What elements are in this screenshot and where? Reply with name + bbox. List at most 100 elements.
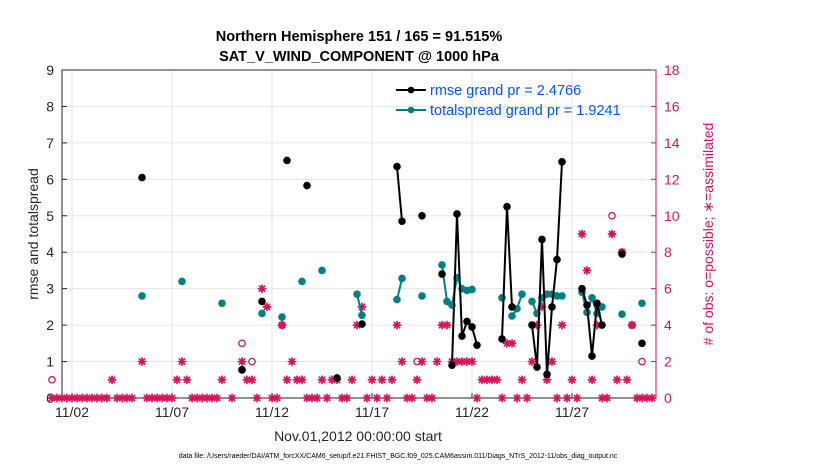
y-right-tick-label: 18: [664, 62, 680, 78]
rmse-point: [453, 210, 461, 218]
obs-assimilated-point: [322, 393, 332, 403]
obs-assimilated-point: [257, 284, 267, 294]
obs-assimilated-point: [262, 302, 272, 312]
totalspread-point: [588, 293, 596, 302]
rmse-point: [438, 270, 446, 278]
rmse-point: [258, 297, 266, 306]
obs-assimilated-point: [442, 320, 452, 330]
legend-rmse-label: rmse grand pr = 2.4766: [430, 83, 581, 99]
obs-assimilated-point: [267, 393, 277, 403]
obs-assimilated-point: [342, 393, 352, 403]
obs-assimilated-point: [102, 393, 112, 403]
totalspread-point: [438, 261, 446, 269]
y-left-tick-label: 7: [46, 135, 54, 151]
obs-assimilated-point: [432, 357, 442, 367]
totalspread-point: [398, 274, 406, 283]
obs-possible-point: [48, 375, 56, 384]
rmse-point: [538, 235, 546, 244]
obs-assimilated-point: [287, 357, 297, 367]
rmse-point: [463, 317, 471, 326]
legend: rmse grand pr = 2.4766 totalspread grand …: [396, 83, 621, 119]
y-left-tick-label: 9: [46, 62, 54, 78]
obs-assimilated-point: [212, 393, 222, 403]
totalspread-point: [138, 292, 146, 300]
obs-assimilated-point: [497, 393, 507, 403]
obs-possible-point: [248, 357, 256, 366]
obs-assimilated-point: [472, 393, 482, 403]
totalspread-point: [638, 299, 646, 308]
rmse-point: [473, 341, 481, 349]
obs-assimilated-point: [517, 375, 527, 385]
obs-assimilated-point: [182, 375, 192, 385]
rmse-point: [543, 370, 551, 379]
y-right-tick-label: 16: [664, 98, 680, 114]
obs-assimilated-point: [362, 393, 372, 403]
rmse-point: [503, 202, 511, 211]
obs-assimilated-point: [282, 375, 292, 385]
chart-title: Northern Hemisphere 151 / 165 = 91.515%: [216, 29, 503, 45]
rmse-point: [303, 181, 311, 190]
obs-assimilated-point: [512, 393, 522, 403]
obs-assimilated-point: [372, 393, 382, 403]
obs-assimilated-point: [67, 393, 77, 403]
totalspread-point: [618, 310, 626, 318]
obs-assimilated-point: [647, 393, 657, 403]
rmse-point: [458, 332, 466, 340]
y-left-tick-label: 8: [46, 98, 54, 114]
totalspread-point: [178, 277, 186, 286]
obs-assimilated-point: [277, 320, 287, 330]
legend-totalspread-marker: [407, 106, 415, 114]
obs-assimilated-point: [482, 375, 492, 385]
rmse-point: [638, 339, 646, 348]
obs-possible-point: [638, 357, 646, 366]
totalspread-point: [358, 311, 366, 320]
obs-assimilated-point: [137, 357, 147, 367]
obs-assimilated-point: [612, 375, 622, 385]
rmse-point: [578, 284, 586, 293]
totalspread-point: [393, 295, 401, 304]
y-right-tick-label: 4: [664, 317, 672, 333]
obs-assimilated-point: [167, 393, 177, 403]
x-tick-label: 11/27: [555, 404, 589, 420]
y-right-tick-label: 8: [664, 244, 672, 260]
x-tick-label: 11/12: [255, 404, 289, 420]
totalspread-point: [468, 285, 476, 294]
y-left-tick-label: 2: [46, 317, 54, 333]
totalspread-point: [298, 277, 306, 286]
totalspread-point: [508, 312, 516, 320]
rmse-point: [333, 374, 341, 382]
obs-assimilated-point: [407, 393, 417, 403]
rmse-point: [558, 158, 566, 166]
obs-assimilated-point: [572, 393, 582, 403]
obs-assimilated-point: [297, 375, 307, 385]
obs-assimilated-point: [597, 393, 607, 403]
x-axis-label: Nov.01,2012 00:00:00 start: [274, 428, 442, 444]
obs-assimilated-point: [507, 338, 517, 348]
totalspread-point: [418, 292, 426, 300]
totalspread-point: [353, 290, 361, 298]
obs-assimilated-point: [607, 229, 617, 239]
rmse-point: [528, 321, 536, 329]
totalspread-point: [528, 297, 536, 306]
totalspread-point: [278, 313, 286, 321]
legend-totalspread-label: totalspread grand pr = 1.9241: [430, 103, 621, 119]
x-tick-label: 11/07: [155, 404, 189, 420]
footer-data-file: data file: /Users/raeder/DAI/ATM_forcXX/…: [179, 453, 618, 460]
obs-assimilated-point: [377, 375, 387, 385]
obs-assimilated-point: [382, 393, 392, 403]
totalspread-point: [318, 266, 326, 275]
y-right-tick-label: 12: [664, 171, 680, 187]
rmse-point: [583, 301, 591, 309]
rmse-point: [593, 299, 601, 308]
rmse-point: [588, 352, 596, 360]
y-left-tick-label: 4: [46, 244, 54, 260]
obs-assimilated-point: [397, 357, 407, 367]
obs-assimilated-point: [87, 393, 97, 403]
y-left-tick-label: 6: [46, 171, 54, 187]
obs-assimilated-point: [172, 375, 182, 385]
obs-assimilated-point: [582, 265, 592, 275]
y-axis-right-label: # of obs: o=possible; ∗=assimilated: [700, 123, 716, 346]
obs-assimilated-point: [227, 393, 237, 403]
rmse-point: [533, 363, 541, 371]
